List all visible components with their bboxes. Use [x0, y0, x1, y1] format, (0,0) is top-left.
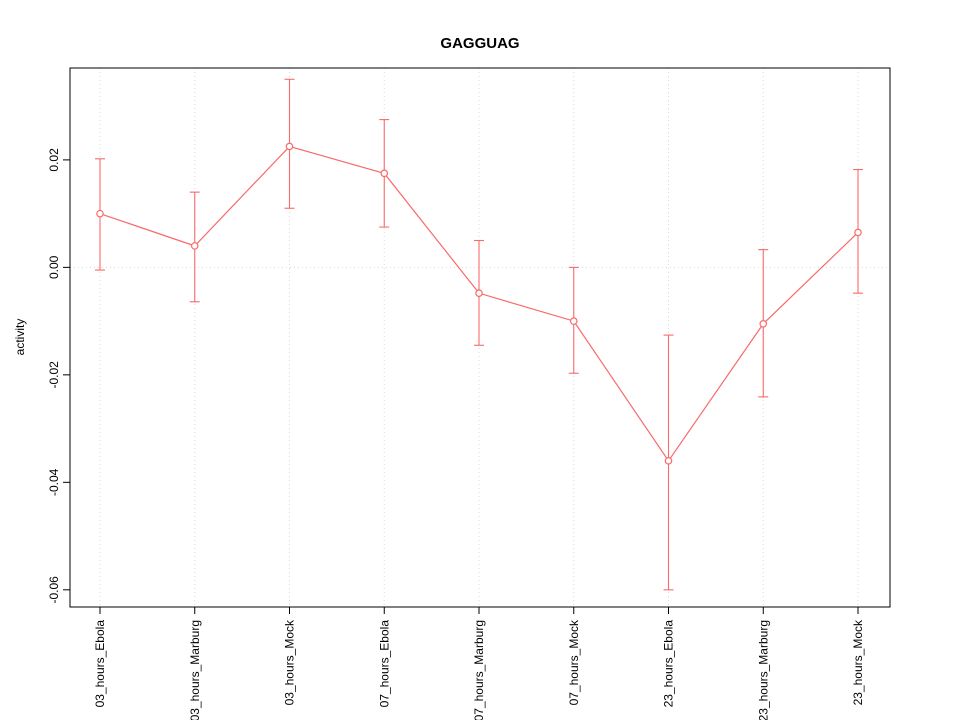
- y-tick-label: 0.00: [47, 255, 61, 279]
- y-tick-label: -0.06: [47, 576, 61, 604]
- data-point: [285, 142, 294, 151]
- y-tick-label: -0.02: [47, 361, 61, 389]
- x-tick-label: 03_hours_Marburg: [188, 620, 202, 720]
- x-tick-label: 23_hours_Ebola: [662, 620, 676, 708]
- data-point: [475, 289, 483, 297]
- x-tick-label: 07_hours_Ebola: [377, 620, 391, 708]
- x-tick-label: 03_hours_Mock: [283, 619, 297, 705]
- data-point: [759, 319, 768, 328]
- data-point: [380, 169, 389, 178]
- x-tick-label: 23_hours_Mock: [851, 619, 865, 705]
- x-tick-label: 07_hours_Mock: [567, 619, 581, 705]
- plot-area: 0.02 0.00 -0.02 -0.04 -0.06 03_hours_Ebola 03_…: [47, 67, 891, 721]
- x-tick-label: 07_hours_Marburg: [472, 620, 486, 720]
- x-tick-label: 23_hours_Marburg: [756, 620, 770, 720]
- y-tick-label: -0.04: [47, 468, 61, 496]
- data-point: [190, 242, 199, 250]
- data-point: [96, 209, 104, 218]
- y-axis-label: activity: [13, 319, 27, 356]
- data-point: [664, 457, 673, 465]
- x-tick-label: 03_hours_Ebola: [93, 620, 107, 708]
- plot-frame: [69, 67, 891, 608]
- y-tick-label: 0.02: [47, 148, 61, 172]
- chart-title: GAGGUAG: [440, 35, 519, 52]
- data-point: [854, 228, 862, 237]
- data-point: [569, 317, 578, 325]
